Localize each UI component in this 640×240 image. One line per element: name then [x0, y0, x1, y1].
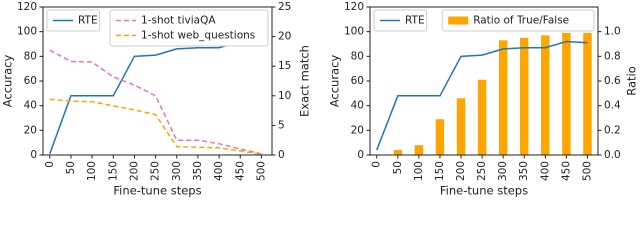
- bar: [456, 98, 466, 155]
- y-tick-label: 20: [351, 124, 364, 136]
- line: [49, 98, 262, 156]
- legend: 1-shot tiviaQA 1-shot web_questions: [109, 9, 269, 47]
- legend: Ratio of True/False: [441, 9, 595, 32]
- y2-tick-label: 0.8: [604, 50, 621, 62]
- legend-box: [46, 9, 101, 32]
- y-tick-label: 80: [351, 50, 364, 62]
- y-tick-label: 120: [344, 1, 364, 13]
- x-tick-label: 450: [560, 161, 572, 181]
- y-tick-label: 40: [24, 100, 37, 112]
- y2-axis-label: Exact match: [298, 45, 312, 117]
- x-tick-label: 0: [44, 161, 56, 168]
- y2-tick-label: 0.2: [604, 124, 621, 136]
- legend: RTE: [46, 9, 101, 32]
- x-tick-label: 400: [213, 161, 225, 181]
- y-tick-label: 0: [357, 149, 364, 161]
- legend-box: [373, 9, 428, 32]
- x-axis-label: Fine-tune steps: [440, 184, 528, 198]
- x-tick-label: 200: [128, 161, 140, 181]
- y-tick-label: 60: [351, 75, 364, 87]
- y2-axis-label: Ratio: [625, 66, 639, 96]
- y-axis-label: Accuracy: [328, 55, 342, 108]
- legend-box: [441, 9, 595, 32]
- legend-label: RTE: [405, 15, 425, 27]
- bar: [583, 32, 592, 155]
- x-tick-label: 450: [234, 161, 246, 181]
- x-axis-label: Fine-tune steps: [113, 184, 201, 198]
- x-tick-label: 500: [255, 161, 267, 181]
- legend-box: [109, 9, 269, 47]
- x-tick-label: 350: [192, 161, 204, 181]
- bar: [520, 37, 529, 156]
- x-tick-label: 300: [497, 161, 509, 181]
- x-tick-label: 400: [539, 161, 551, 181]
- y2-tick-label: 1.0: [604, 26, 621, 38]
- y2-tick-label: 0: [278, 149, 285, 161]
- legend-label: 1-shot tiviaQA: [141, 15, 216, 27]
- x-tick-label: 50: [392, 161, 404, 174]
- y2-tick-label: 20: [278, 31, 291, 43]
- bar: [414, 145, 424, 155]
- legend-swatch: [448, 16, 469, 25]
- x-tick-label: 200: [455, 161, 467, 181]
- legend-label: Ratio of True/False: [473, 15, 569, 27]
- bar: [541, 35, 550, 155]
- bar: [477, 79, 487, 155]
- x-tick-label: 100: [413, 161, 425, 181]
- bar: [435, 119, 445, 155]
- x-tick-label: 150: [434, 161, 446, 181]
- x-tick-label: 100: [86, 161, 98, 181]
- x-tick-label: 150: [107, 161, 119, 181]
- bar: [562, 32, 571, 155]
- figure: 0 50 100 150 200 250 300 350 400 450 5000204060801…: [1, 1, 639, 198]
- x-tick-label: 250: [150, 161, 162, 181]
- y-tick-label: 120: [17, 1, 37, 13]
- legend-label: RTE: [78, 15, 98, 27]
- legend: RTE: [373, 9, 428, 32]
- x-tick-label: 350: [518, 161, 530, 181]
- y-tick-label: 100: [344, 26, 364, 38]
- line: [49, 49, 262, 155]
- y2-tick-label: 0.6: [604, 75, 621, 87]
- legend-label: 1-shot web_questions: [141, 30, 255, 42]
- y-tick-label: 80: [24, 50, 37, 62]
- x-tick-label: 500: [581, 161, 593, 181]
- y2-tick-label: 0.0: [604, 149, 621, 161]
- x-tick-label: 250: [476, 161, 488, 181]
- y-tick-label: 40: [351, 100, 364, 112]
- y2-tick-label: 5: [278, 119, 285, 131]
- x-tick-label: 300: [171, 161, 183, 181]
- line: [376, 40, 588, 151]
- x-tick-label: 0: [371, 161, 383, 168]
- x-tick-label: 50: [65, 161, 77, 174]
- y-tick-label: 20: [24, 124, 37, 136]
- y2-tick-label: 15: [278, 60, 291, 72]
- y2-tick-label: 0.4: [604, 100, 621, 112]
- y2-tick-label: 10: [278, 90, 291, 102]
- y-tick-label: 100: [17, 26, 37, 38]
- line: [49, 40, 262, 155]
- subplot: 0 50 100 150 200 250 300 350 400 450 5000204060801…: [1, 1, 312, 198]
- y-axis-label: Accuracy: [1, 55, 15, 108]
- bar: [393, 150, 403, 155]
- y-tick-label: 60: [24, 75, 37, 87]
- subplot: 0 50 100 150 200 250 300 350 400 450 500 0 20 40 60 80 1…: [328, 1, 639, 198]
- bar: [498, 40, 508, 155]
- y-tick-label: 0: [30, 149, 37, 161]
- y2-tick-label: 25: [278, 1, 291, 13]
